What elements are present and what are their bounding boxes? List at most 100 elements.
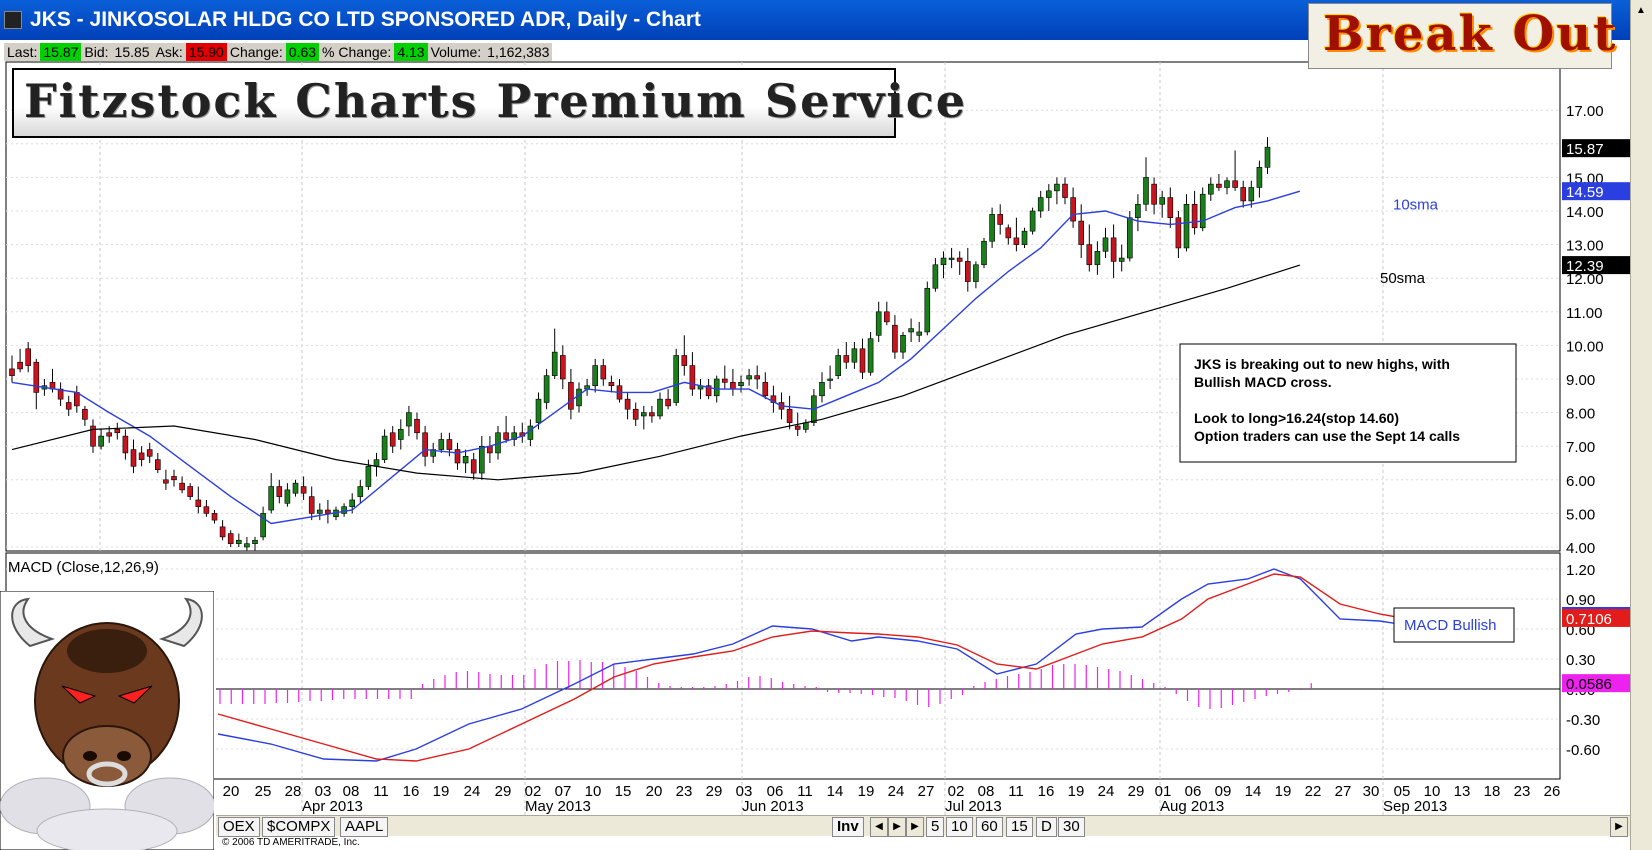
candle-body bbox=[446, 439, 453, 450]
candle bbox=[1232, 150, 1238, 191]
candle-body bbox=[997, 214, 1004, 225]
candle-body bbox=[106, 432, 112, 437]
candle-body bbox=[665, 398, 671, 407]
candle bbox=[1135, 194, 1141, 232]
candle-body bbox=[851, 348, 858, 363]
last-label: Last: bbox=[4, 43, 41, 61]
interval-tab[interactable]: 5 bbox=[926, 817, 945, 837]
candle bbox=[300, 476, 307, 500]
candle bbox=[9, 355, 15, 383]
x-tick-label: 20 bbox=[223, 783, 240, 800]
candle-body bbox=[924, 287, 931, 333]
candle bbox=[786, 395, 793, 430]
candle-body bbox=[1216, 183, 1222, 188]
candle-body bbox=[940, 257, 947, 266]
candle-body bbox=[705, 385, 712, 397]
candle-body bbox=[738, 382, 744, 387]
symbol-tab[interactable]: OEX bbox=[218, 817, 260, 837]
x-tick-label: 23 bbox=[1514, 783, 1531, 800]
candle-body bbox=[252, 539, 258, 544]
ask-value: 15.90 bbox=[185, 43, 227, 61]
candle-body bbox=[227, 533, 234, 544]
candle bbox=[1159, 190, 1165, 218]
candle-body bbox=[535, 398, 542, 423]
prev-icon[interactable]: ▶ bbox=[888, 817, 906, 837]
x-tick-label: 09 bbox=[1215, 783, 1232, 800]
interval-button[interactable]: Inv bbox=[832, 817, 864, 837]
quote-bar: Last: 15.87 Bid: 15.85 Ask: 15.90 Change… bbox=[4, 42, 553, 62]
candle-body bbox=[1094, 251, 1101, 266]
x-tick-label: 26 bbox=[1544, 783, 1561, 800]
interval-tab[interactable]: 10 bbox=[946, 817, 973, 837]
candle-body bbox=[171, 476, 177, 481]
candle bbox=[90, 419, 96, 453]
candle bbox=[843, 342, 850, 369]
candle-body bbox=[349, 499, 356, 507]
candle bbox=[381, 429, 388, 463]
candle bbox=[1143, 157, 1149, 211]
candle bbox=[357, 479, 364, 504]
candle bbox=[924, 281, 931, 336]
x-tick-label: 11 bbox=[373, 783, 389, 800]
x-tick-label: 22 bbox=[1305, 783, 1322, 800]
break-out-logo: Break Out bbox=[1308, 3, 1615, 69]
candle-body bbox=[1127, 217, 1133, 259]
candle bbox=[973, 261, 979, 289]
candle bbox=[649, 405, 655, 423]
candle bbox=[543, 368, 550, 410]
x-tick-label: 25 bbox=[255, 783, 272, 800]
candle bbox=[1110, 224, 1117, 279]
scroll-right-icon[interactable]: ▶ bbox=[1610, 817, 1628, 837]
candle bbox=[1216, 174, 1222, 191]
month-label: Jul 2013 bbox=[945, 798, 1002, 815]
candle bbox=[770, 385, 777, 413]
candle-body bbox=[859, 348, 866, 373]
x-tick-label: 29 bbox=[706, 783, 723, 800]
candle bbox=[665, 389, 671, 410]
candle-body bbox=[673, 355, 680, 403]
candle-body bbox=[1070, 197, 1076, 222]
candle-body bbox=[640, 412, 647, 417]
x-tick-label: 14 bbox=[827, 783, 844, 800]
candle bbox=[916, 321, 923, 343]
candle-body bbox=[932, 264, 939, 289]
interval-tab[interactable]: D bbox=[1036, 817, 1057, 837]
symbol-tab[interactable]: AAPL bbox=[340, 817, 389, 837]
app-icon[interactable] bbox=[4, 11, 22, 29]
candle-body bbox=[381, 435, 388, 460]
x-tick-label: 11 bbox=[797, 783, 813, 800]
candle-body bbox=[1264, 146, 1271, 168]
scroll-up-icon[interactable]: ▲ bbox=[1636, 5, 1646, 16]
candle bbox=[268, 473, 275, 514]
candle-body bbox=[373, 459, 380, 467]
price-tick-label: 10.00 bbox=[1566, 338, 1604, 355]
candle bbox=[932, 258, 939, 292]
candle-body bbox=[632, 408, 639, 420]
interval-tab[interactable]: 30 bbox=[1058, 817, 1085, 837]
x-tick-label: 23 bbox=[676, 783, 693, 800]
interval-tab[interactable]: 60 bbox=[976, 817, 1003, 837]
candle bbox=[316, 503, 323, 521]
candle bbox=[252, 536, 258, 551]
x-tick-label: 03 bbox=[315, 783, 332, 800]
interval-tab[interactable]: 15 bbox=[1006, 817, 1033, 837]
x-tick-label: 13 bbox=[1454, 783, 1471, 800]
candle bbox=[762, 372, 769, 400]
candle bbox=[179, 476, 185, 494]
candle bbox=[470, 452, 477, 480]
candle-body bbox=[608, 382, 615, 387]
month-label: Apr 2013 bbox=[302, 798, 363, 815]
symbol-tab[interactable]: $COMPX bbox=[262, 817, 336, 837]
candle bbox=[819, 372, 825, 403]
annotation-box bbox=[1179, 343, 1517, 463]
symbol-tab-bar: OEX $COMPX AAPL Inv ◀ ▶ ▶ 5 10 60 15 D 3… bbox=[216, 815, 1630, 837]
candle-body bbox=[406, 412, 412, 427]
vertical-scrollbar[interactable]: ▲ bbox=[1630, 0, 1652, 850]
candle bbox=[940, 251, 947, 279]
next-icon[interactable]: ▶ bbox=[906, 817, 924, 837]
macd-tick-label: -0.60 bbox=[1566, 742, 1600, 759]
first-icon[interactable]: ◀ bbox=[870, 817, 888, 837]
candle-body bbox=[195, 499, 202, 507]
candle-body bbox=[470, 459, 477, 474]
